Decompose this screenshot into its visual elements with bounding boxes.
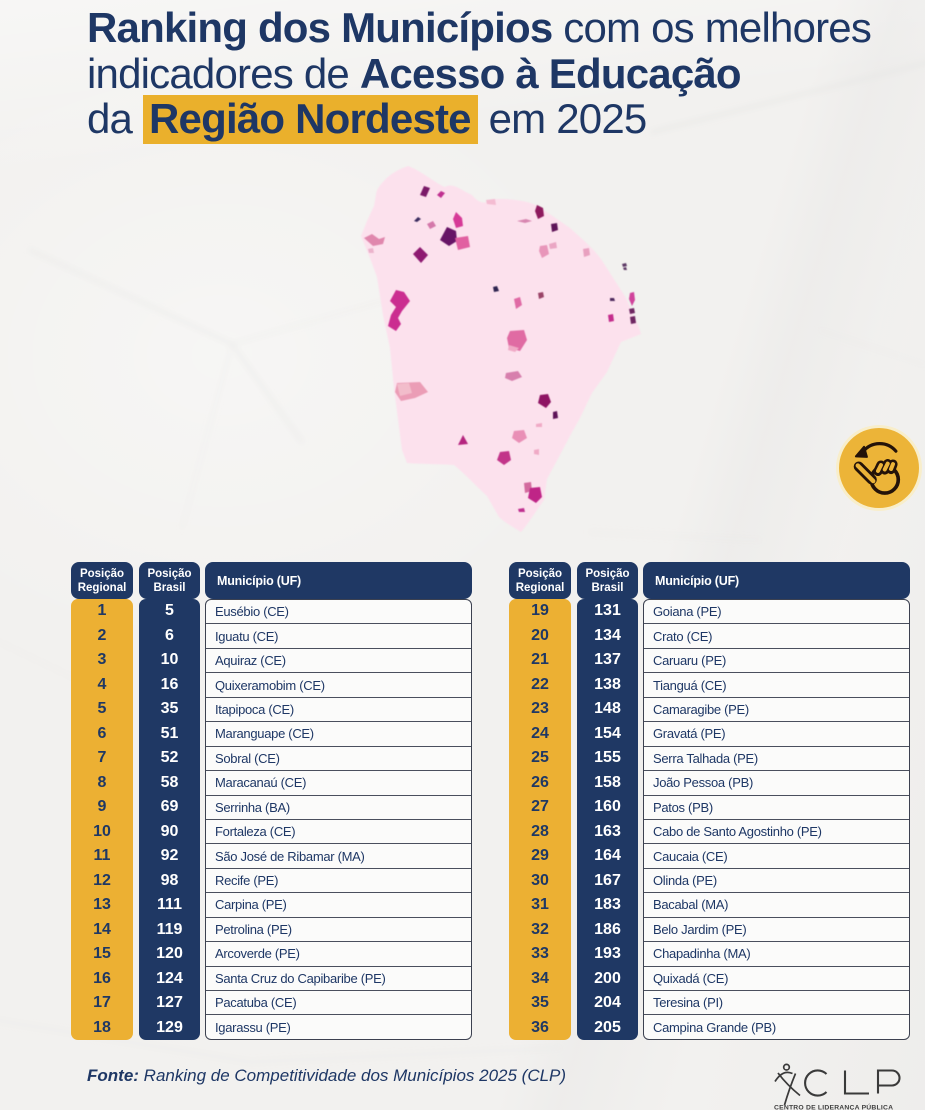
svg-text:CENTRO DE LIDERANÇA PÚBLICA: CENTRO DE LIDERANÇA PÚBLICA xyxy=(774,1103,893,1110)
